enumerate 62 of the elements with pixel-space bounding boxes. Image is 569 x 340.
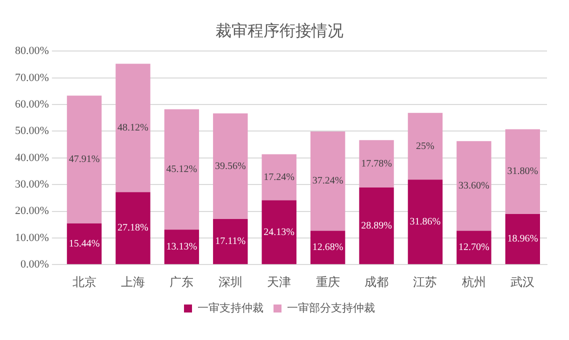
data-label: 17.11% (215, 236, 246, 248)
bar (310, 131, 346, 231)
x-tick-label: 江苏 (413, 274, 438, 289)
bar (116, 64, 150, 192)
bar (408, 112, 443, 180)
bar (116, 192, 150, 264)
x-tick-label: 重庆 (316, 274, 340, 289)
y-tick-label: 80.00% (14, 45, 49, 58)
bar (359, 188, 394, 264)
x-tick-label: 广东 (170, 274, 194, 289)
bar (213, 218, 248, 264)
x-tick-label: 上海 (120, 274, 145, 289)
data-label: 33.60% (458, 180, 490, 192)
bar (164, 230, 200, 264)
data-label: 13.13% (166, 241, 198, 252)
x-tick-label: 成都 (364, 274, 389, 289)
data-label: 48.12% (118, 122, 148, 134)
x-tick-label: 武汉 (510, 274, 535, 289)
data-label: 37.24% (312, 176, 344, 187)
bar (66, 223, 102, 264)
data-label: 24.13% (264, 226, 295, 238)
y-tick-label: 10.00% (14, 232, 49, 244)
bar (359, 140, 394, 188)
y-tick-label: 70.00% (14, 72, 49, 84)
y-tick-label: 0.00% (20, 258, 49, 270)
data-label: 27.18% (118, 222, 148, 234)
y-tick-label: 50.00% (14, 125, 49, 138)
y-tick-label: 60.00% (14, 98, 49, 110)
data-label: 47.91% (68, 154, 100, 166)
data-label: 39.56% (214, 160, 246, 172)
legend-label: 一审部分支持仲裁 (287, 301, 375, 314)
bar (505, 214, 540, 264)
bar (310, 230, 346, 264)
data-label: 12.68% (312, 242, 344, 254)
x-tick-label: 杭州 (460, 274, 486, 289)
y-tick-label: 30.00% (14, 178, 49, 190)
x-tick-label: 天津 (267, 274, 292, 289)
bar (456, 141, 492, 231)
bar (408, 180, 443, 264)
bar (262, 200, 296, 264)
chart-title: 裁审程序衔接情况 (216, 20, 344, 40)
bar (505, 129, 540, 214)
bar (262, 154, 296, 200)
bar (456, 230, 492, 264)
y-tick-label: 20.00% (14, 205, 49, 218)
bar (164, 109, 200, 230)
data-label: 15.44% (68, 238, 100, 250)
data-label: 31.80% (507, 166, 538, 178)
data-label: 12.70% (458, 242, 490, 254)
data-label: 31.86% (410, 216, 441, 228)
data-label: 25% (416, 140, 434, 152)
x-tick-label: 北京 (72, 274, 96, 289)
legend-label: 一审支持仲裁 (198, 301, 264, 314)
data-label: 45.12% (166, 164, 198, 176)
data-label: 17.24% (264, 172, 295, 183)
data-label: 17.78% (361, 158, 392, 170)
data-label: 18.96% (507, 234, 538, 245)
data-label: 28.89% (361, 220, 392, 232)
x-tick-label: 深圳 (218, 274, 242, 289)
y-tick-label: 40.00% (14, 152, 49, 164)
bar (213, 113, 248, 219)
bar (66, 96, 102, 224)
